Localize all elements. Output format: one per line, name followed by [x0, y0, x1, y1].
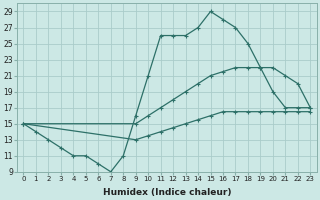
X-axis label: Humidex (Indice chaleur): Humidex (Indice chaleur)	[103, 188, 231, 197]
